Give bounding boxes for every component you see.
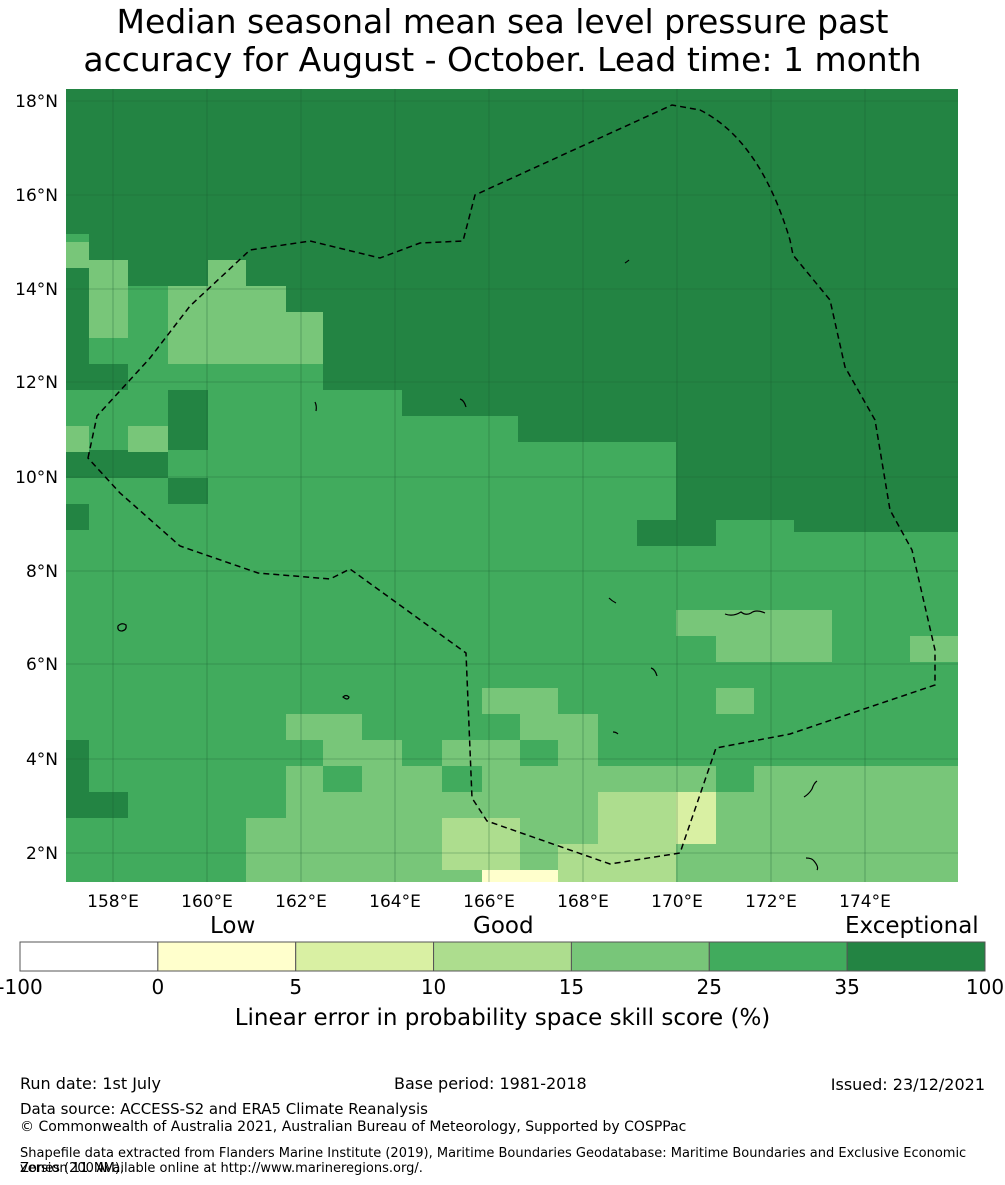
island-outline [612, 731, 619, 735]
skill-region [128, 426, 168, 452]
map-title-line-1: Median seasonal mean sea level pressure … [116, 2, 889, 41]
longitude-label: 158°E [87, 892, 139, 910]
colorbar-bin [846, 941, 986, 972]
colorbar-tick-label: 5 [289, 975, 303, 999]
colorbar-tick-label: 15 [558, 975, 585, 999]
skill-region [246, 688, 958, 882]
longitude-label: 164°E [369, 892, 421, 910]
skill-region [442, 766, 482, 792]
skill-region [128, 260, 323, 364]
island-outline [459, 398, 467, 408]
colorbar [19, 941, 986, 972]
colorbar-tick-label: -100 [0, 975, 43, 999]
longitude-label: 160°E [181, 892, 233, 910]
skill-region [323, 766, 362, 792]
run-date: Run date: 1st July [20, 1074, 161, 1093]
island-outline [624, 259, 630, 264]
legend-category-good: Good [473, 913, 534, 939]
eez-boundary [87, 104, 936, 865]
skill-region [442, 818, 520, 870]
latitude-label: 16°N [15, 186, 58, 206]
skill-grid-cells [66, 89, 958, 882]
skill-region [168, 390, 208, 450]
island-outlines [117, 259, 819, 871]
island-outline [608, 597, 617, 604]
island-outline [803, 780, 818, 798]
latitude-labels: 2°N 4°N 6°N 8°N 10°N 12°N 14°N 16°N 18°N [15, 92, 58, 864]
longitude-label: 172°E [745, 892, 797, 910]
skill-region [66, 242, 89, 268]
longitude-label: 166°E [463, 892, 515, 910]
latitude-label: 14°N [15, 280, 58, 300]
skill-region [910, 636, 958, 662]
island-outline [650, 667, 658, 677]
skill-region [66, 426, 89, 452]
skill-region [66, 504, 89, 530]
colorbar-tick-label: 100 [965, 975, 1005, 999]
colorbar-title: Linear error in probability space skill … [234, 1005, 771, 1031]
latitude-label: 10°N [15, 468, 58, 488]
colorbar-bin [433, 941, 572, 972]
colorbar-tick-label: 0 [151, 975, 165, 999]
colorbar-bin [295, 941, 435, 972]
colorbar-tick-label: 35 [834, 975, 860, 999]
island-outline [314, 401, 317, 412]
latitude-label: 8°N [26, 562, 58, 582]
skill-region [66, 450, 168, 478]
skill-region [89, 260, 128, 338]
longitude-labels: 158°E 160°E 162°E 164°E 166°E 168°E 170°E 172°E… [87, 892, 891, 910]
legend-category-exceptional: Exceptional [845, 913, 979, 939]
longitude-label: 174°E [839, 892, 891, 910]
colorbar-tick-label: 25 [696, 975, 723, 999]
island-outline [342, 694, 350, 700]
longitude-label: 168°E [557, 892, 609, 910]
colorbar-tick-label: 10 [420, 975, 447, 999]
colorbar-bin [570, 941, 710, 972]
skill-region [66, 260, 128, 390]
skill-region [168, 478, 208, 504]
latitude-label: 6°N [26, 655, 58, 675]
colorbar-bin [708, 941, 848, 972]
map-gridlines [66, 89, 958, 882]
longitude-label: 170°E [651, 892, 703, 910]
copyright: © Commonwealth of Australia 2021, Austra… [20, 1119, 687, 1135]
colorbar-bin [157, 941, 297, 972]
data-source: Data source: ACCESS-S2 and ERA5 Climate … [20, 1100, 428, 1118]
skill-region [520, 740, 558, 766]
shapefile-credit-line-1: Shapefile data extracted from Flanders M… [20, 1146, 967, 1176]
skill-region [66, 740, 128, 818]
island-outline [117, 623, 127, 632]
base-period: Base period: 1981-2018 [394, 1074, 587, 1093]
island-outline [724, 610, 766, 616]
legend-category-low: Low [210, 913, 256, 939]
skill-region [482, 870, 558, 882]
issued-date: Issued: 23/12/2021 [830, 1075, 985, 1094]
colorbar-bin [19, 941, 159, 972]
skill-region [676, 792, 716, 844]
longitude-label: 162°E [275, 892, 327, 910]
shapefile-credit-line-2: version 11. Available online at http://w… [20, 1161, 423, 1176]
latitude-label: 18°N [15, 92, 58, 112]
skill-region [676, 610, 832, 662]
latitude-label: 4°N [26, 750, 58, 770]
skill-score-map: 2°N 4°N 6°N 8°N 10°N 12°N 14°N 16°N 18°N 158°E 16… [15, 89, 958, 910]
map-title-line-2: accuracy for August - October. Lead time… [83, 40, 922, 79]
latitude-label: 12°N [15, 373, 58, 393]
island-outline [805, 857, 819, 871]
latitude-label: 2°N [26, 844, 58, 864]
